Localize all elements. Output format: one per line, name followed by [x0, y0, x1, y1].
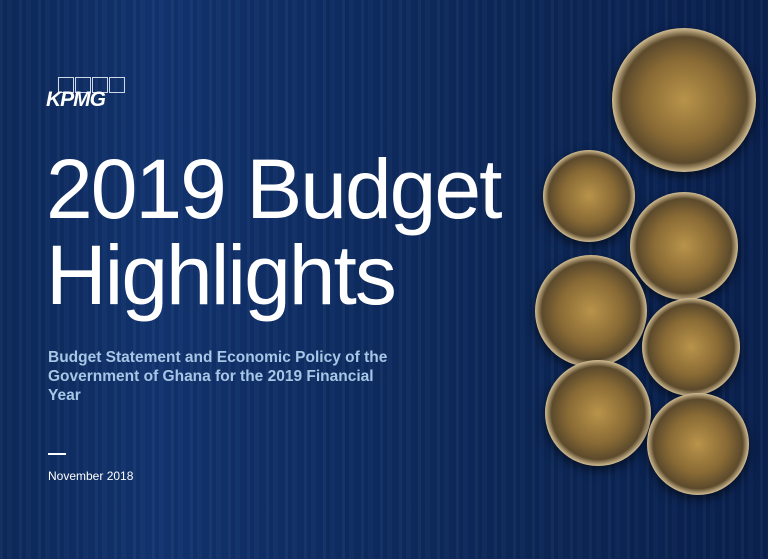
divider	[48, 453, 66, 455]
coin-jar	[543, 150, 635, 242]
coin-jar	[535, 255, 647, 367]
coin-jar	[612, 28, 756, 172]
title-line-2: Highlights	[46, 228, 397, 322]
coin-jar	[630, 192, 738, 300]
page-title: 2019 Budget Highlights	[46, 146, 502, 318]
publication-date: November 2018	[48, 469, 134, 483]
kpmg-logo: KPMG	[46, 77, 125, 111]
logo-text: KPMG	[46, 88, 106, 111]
coin-jar	[545, 360, 651, 466]
title-line-1: 2019 Budget	[46, 142, 502, 236]
subtitle: Budget Statement and Economic Policy of …	[48, 349, 388, 404]
coin-jar	[647, 393, 749, 495]
coin-jar	[642, 298, 740, 396]
